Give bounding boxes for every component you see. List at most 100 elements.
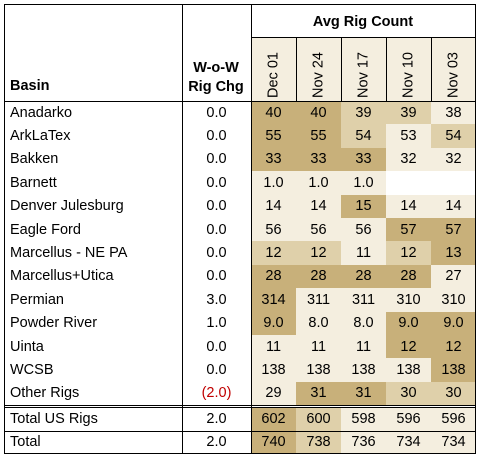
rig-count-cell: 11 [341, 335, 386, 359]
wow-rig-change: 2.0 [206, 410, 227, 427]
rig-count-cell: 32 [431, 147, 476, 172]
rig-count-cell: 28 [341, 264, 386, 289]
rig-count-cell: 738 [296, 430, 341, 454]
basin-name: Eagle Ford [10, 221, 81, 238]
rig-count-cell: 310 [386, 288, 431, 312]
date-col-divider [296, 37, 297, 101]
basin-name: Bakken [10, 151, 59, 168]
rig-count-cell: 28 [296, 264, 341, 289]
rig-count-cell: 39 [341, 101, 386, 125]
total-row-label: Total US Rigs [10, 410, 98, 427]
rig-count-cell: 33 [341, 147, 386, 172]
rig-count-cell: 1.0 [251, 171, 296, 195]
wow-rig-change: (2.0) [201, 385, 232, 402]
date-header-bg [296, 37, 341, 101]
rig-count-cell: 138 [251, 358, 296, 382]
rig-count-cell: 736 [341, 430, 386, 454]
avg-header-divider [251, 37, 476, 38]
basin-name: Denver Julesburg [10, 198, 124, 215]
wow-rig-change: 0.0 [206, 362, 227, 379]
basin-name: Other Rigs [10, 385, 80, 402]
rig-count-cell: 33 [296, 147, 341, 172]
rig-count-cell: 596 [431, 407, 476, 431]
wow-rig-change: 2.0 [206, 434, 227, 451]
rig-count-cell: 1.0 [341, 171, 386, 195]
wow-rig-change: 0.0 [206, 104, 227, 121]
rig-count-cell: 54 [341, 124, 386, 148]
rig-count-cell: 33 [251, 147, 296, 172]
wow-rig-change: 0.0 [206, 338, 227, 355]
rig-count-cell: 53 [386, 124, 431, 148]
rig-count-cell: 57 [386, 218, 431, 242]
wow-rig-change: 0.0 [206, 245, 227, 262]
rig-count-cell: 734 [431, 430, 476, 454]
wow-header-line1: W-o-W [193, 60, 239, 76]
basin-header: Basin [10, 78, 50, 94]
rig-count-cell: 14 [296, 194, 341, 218]
rig-count-cell: 138 [296, 358, 341, 382]
rig-count-cell: 14 [386, 194, 431, 218]
rig-count-cell: 12 [386, 335, 431, 359]
date-col-divider [431, 37, 432, 101]
rig-count-cell: 138 [386, 358, 431, 382]
rig-count-cell: 138 [341, 358, 386, 382]
rig-count-cell: 12 [386, 241, 431, 265]
totals-divider [4, 407, 476, 409]
rig-count-cell: 30 [386, 381, 431, 406]
wow-rig-change: 0.0 [206, 174, 227, 191]
rig-count-cell: 311 [296, 288, 341, 312]
rig-count-cell: 311 [341, 288, 386, 312]
rig-count-cell: 9.0 [251, 311, 296, 335]
basin-name: Anadarko [10, 104, 73, 121]
basin-name: Marcellus - NE PA [10, 245, 128, 262]
date-header-bg [341, 37, 386, 101]
rig-count-cell: 734 [386, 430, 431, 454]
rig-count-cell: 14 [431, 194, 476, 218]
rig-count-cell: 8.0 [341, 311, 386, 335]
basin-name: Marcellus+Utica [10, 268, 114, 285]
rig-count-cell: 602 [251, 407, 296, 431]
rig-count-cell: 12 [251, 241, 296, 265]
basin-name: Barnett [10, 174, 57, 191]
wow-col-divider [251, 4, 252, 454]
wow-rig-change: 0.0 [206, 128, 227, 145]
totals-divider [4, 405, 476, 407]
rig-count-cell: 29 [251, 381, 296, 406]
rig-count-cell: 600 [296, 407, 341, 431]
basin-name: WCSB [10, 362, 54, 379]
rig-count-cell: 57 [431, 218, 476, 242]
rig-count-cell: 28 [386, 264, 431, 289]
rig-count-cell: 30 [431, 381, 476, 406]
rig-count-cell: 15 [341, 194, 386, 218]
rig-count-cell: 40 [251, 101, 296, 125]
rig-count-cell: 14 [251, 194, 296, 218]
rig-count-cell: 54 [431, 124, 476, 148]
total-row-label: Total [10, 434, 41, 451]
avg-rig-count-header: Avg Rig Count [312, 14, 414, 30]
rig-count-cell: 38 [431, 101, 476, 125]
rig-count-cell: 740 [251, 430, 296, 454]
rig-count-cell: 56 [251, 218, 296, 242]
rig-count-cell: 31 [341, 381, 386, 406]
rig-count-cell: 55 [296, 124, 341, 148]
rig-count-cell: 596 [386, 407, 431, 431]
rig-count-cell: 12 [431, 335, 476, 359]
basin-name: Powder River [10, 315, 98, 332]
rig-count-cell: 40 [296, 101, 341, 125]
rig-count-cell: 56 [296, 218, 341, 242]
total-row-divider [4, 430, 476, 432]
rig-count-cell: 310 [431, 288, 476, 312]
rig-count-cell: 11 [341, 241, 386, 265]
rig-count-cell: 56 [341, 218, 386, 242]
rig-count-cell: 39 [386, 101, 431, 125]
date-col-divider [341, 37, 342, 101]
rig-count-cell: 55 [251, 124, 296, 148]
wow-rig-change: 3.0 [206, 291, 227, 308]
wow-rig-change: 0.0 [206, 268, 227, 285]
rig-count-cell: 31 [296, 381, 341, 406]
rig-count-cell: 12 [296, 241, 341, 265]
rig-count-cell: 9.0 [386, 311, 431, 335]
wow-rig-change: 0.0 [206, 198, 227, 215]
basin-name: ArkLaTex [10, 128, 71, 145]
rig-count-cell: 27 [431, 264, 476, 289]
